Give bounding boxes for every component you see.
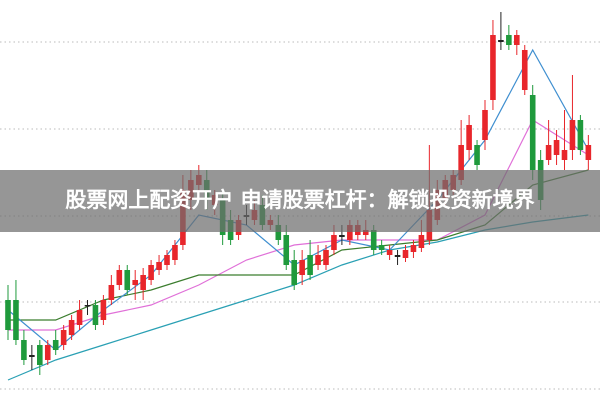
candle-body	[76, 310, 83, 325]
candle-body	[386, 250, 393, 255]
candle-body	[347, 225, 353, 240]
candle-body	[339, 235, 345, 237]
candle-body	[283, 235, 290, 265]
candle-body	[394, 255, 401, 257]
candle-body	[418, 235, 425, 248]
candle-body	[68, 320, 75, 335]
candle-body	[569, 120, 576, 150]
candle-body	[60, 330, 67, 345]
candle-body	[148, 265, 154, 280]
candle-body	[490, 35, 496, 100]
candle-body	[315, 255, 321, 265]
candle-body	[362, 230, 369, 235]
candle-body	[506, 35, 512, 45]
ma-line	[7, 214, 589, 381]
candle-body	[44, 345, 51, 360]
candle-body	[29, 355, 35, 357]
candle-body	[164, 255, 170, 265]
candle-body	[410, 245, 417, 252]
candle-body	[561, 150, 568, 160]
candle-body	[52, 340, 59, 350]
candle-body	[108, 285, 115, 300]
candle-body	[156, 262, 162, 270]
candle-body	[521, 50, 528, 90]
candle-body	[545, 145, 552, 160]
candle-body	[514, 35, 520, 45]
candle-body	[124, 270, 131, 290]
candle-body	[140, 275, 146, 290]
candle-body	[116, 270, 123, 285]
candle-body	[585, 145, 592, 160]
candle-body	[275, 225, 282, 240]
candle-body	[37, 345, 43, 365]
chart-title: 股票网上配资开户 申请股票杠杆：解锁投资新境界	[65, 188, 534, 212]
candle-body	[378, 245, 385, 250]
candle-body	[370, 230, 377, 250]
candle-body	[331, 235, 337, 250]
candle-body	[132, 280, 138, 285]
candle-body	[402, 250, 409, 258]
candle-body	[466, 125, 472, 150]
candle-body	[172, 245, 178, 260]
candle-body	[458, 145, 464, 180]
candle-body	[291, 260, 297, 285]
candle-body	[482, 110, 488, 140]
candle-body	[92, 305, 99, 325]
candle-body	[13, 300, 19, 340]
candle-body	[100, 300, 107, 320]
candle-body	[323, 250, 329, 265]
candle-body	[553, 140, 560, 155]
candle-body	[529, 95, 536, 170]
candle-body	[498, 40, 504, 42]
candle-body	[84, 305, 91, 307]
banner	[0, 170, 600, 232]
candle-body	[5, 300, 11, 330]
candle-body	[299, 260, 305, 275]
candle-body	[21, 340, 27, 360]
candle-body	[577, 120, 584, 150]
candle-body	[474, 145, 480, 165]
candle-body	[307, 255, 313, 275]
